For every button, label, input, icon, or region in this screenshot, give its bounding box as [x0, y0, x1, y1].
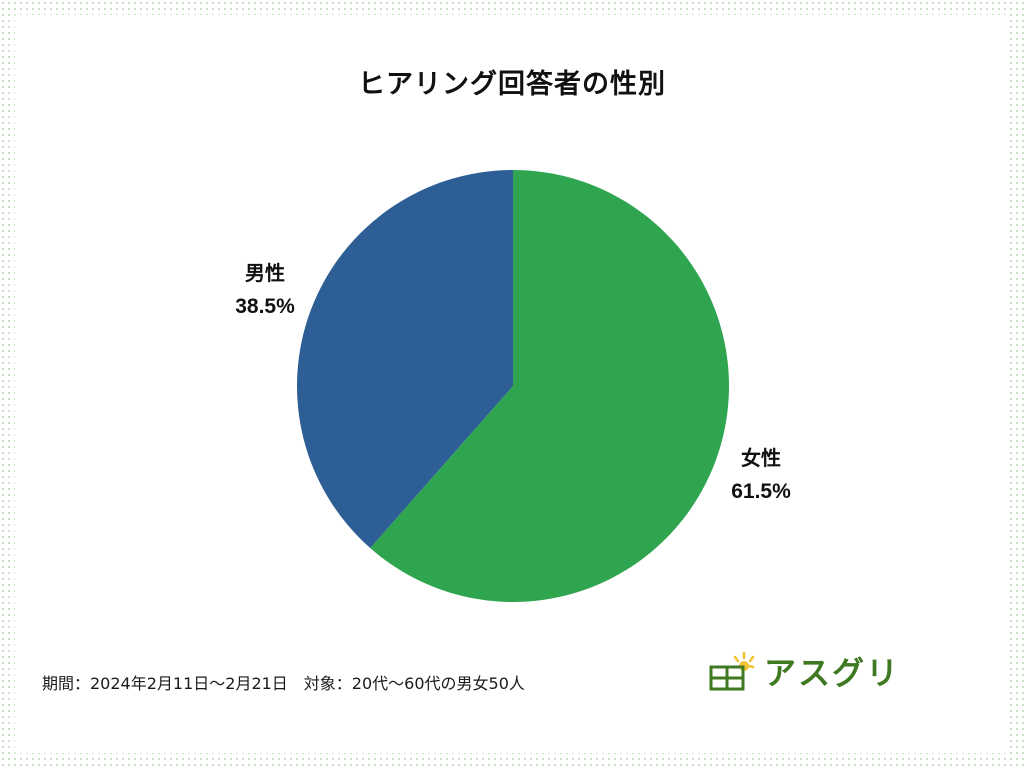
survey-period-note: 期間：2024年2月11日〜2月21日 対象：20代〜60代の男女50人	[42, 674, 525, 693]
slice-label-male-name: 男性	[245, 261, 285, 285]
logo-text: アスグリ	[764, 654, 901, 692]
slice-label-female-value: 61.5%	[731, 480, 791, 503]
sun-grid-icon	[709, 651, 755, 691]
slice-label-female-name: 女性	[741, 446, 781, 470]
pie-slice-female	[370, 170, 729, 602]
chart-title: ヒアリング回答者の性別	[358, 69, 666, 100]
brand-logo: アスグリ	[708, 648, 900, 694]
slice-label-female: 女性 61.5%	[716, 441, 806, 509]
pie-slice-male	[296, 169, 513, 549]
slice-label-male: 男性 38.5%	[220, 256, 310, 324]
slice-label-male-value: 38.5%	[235, 295, 295, 318]
